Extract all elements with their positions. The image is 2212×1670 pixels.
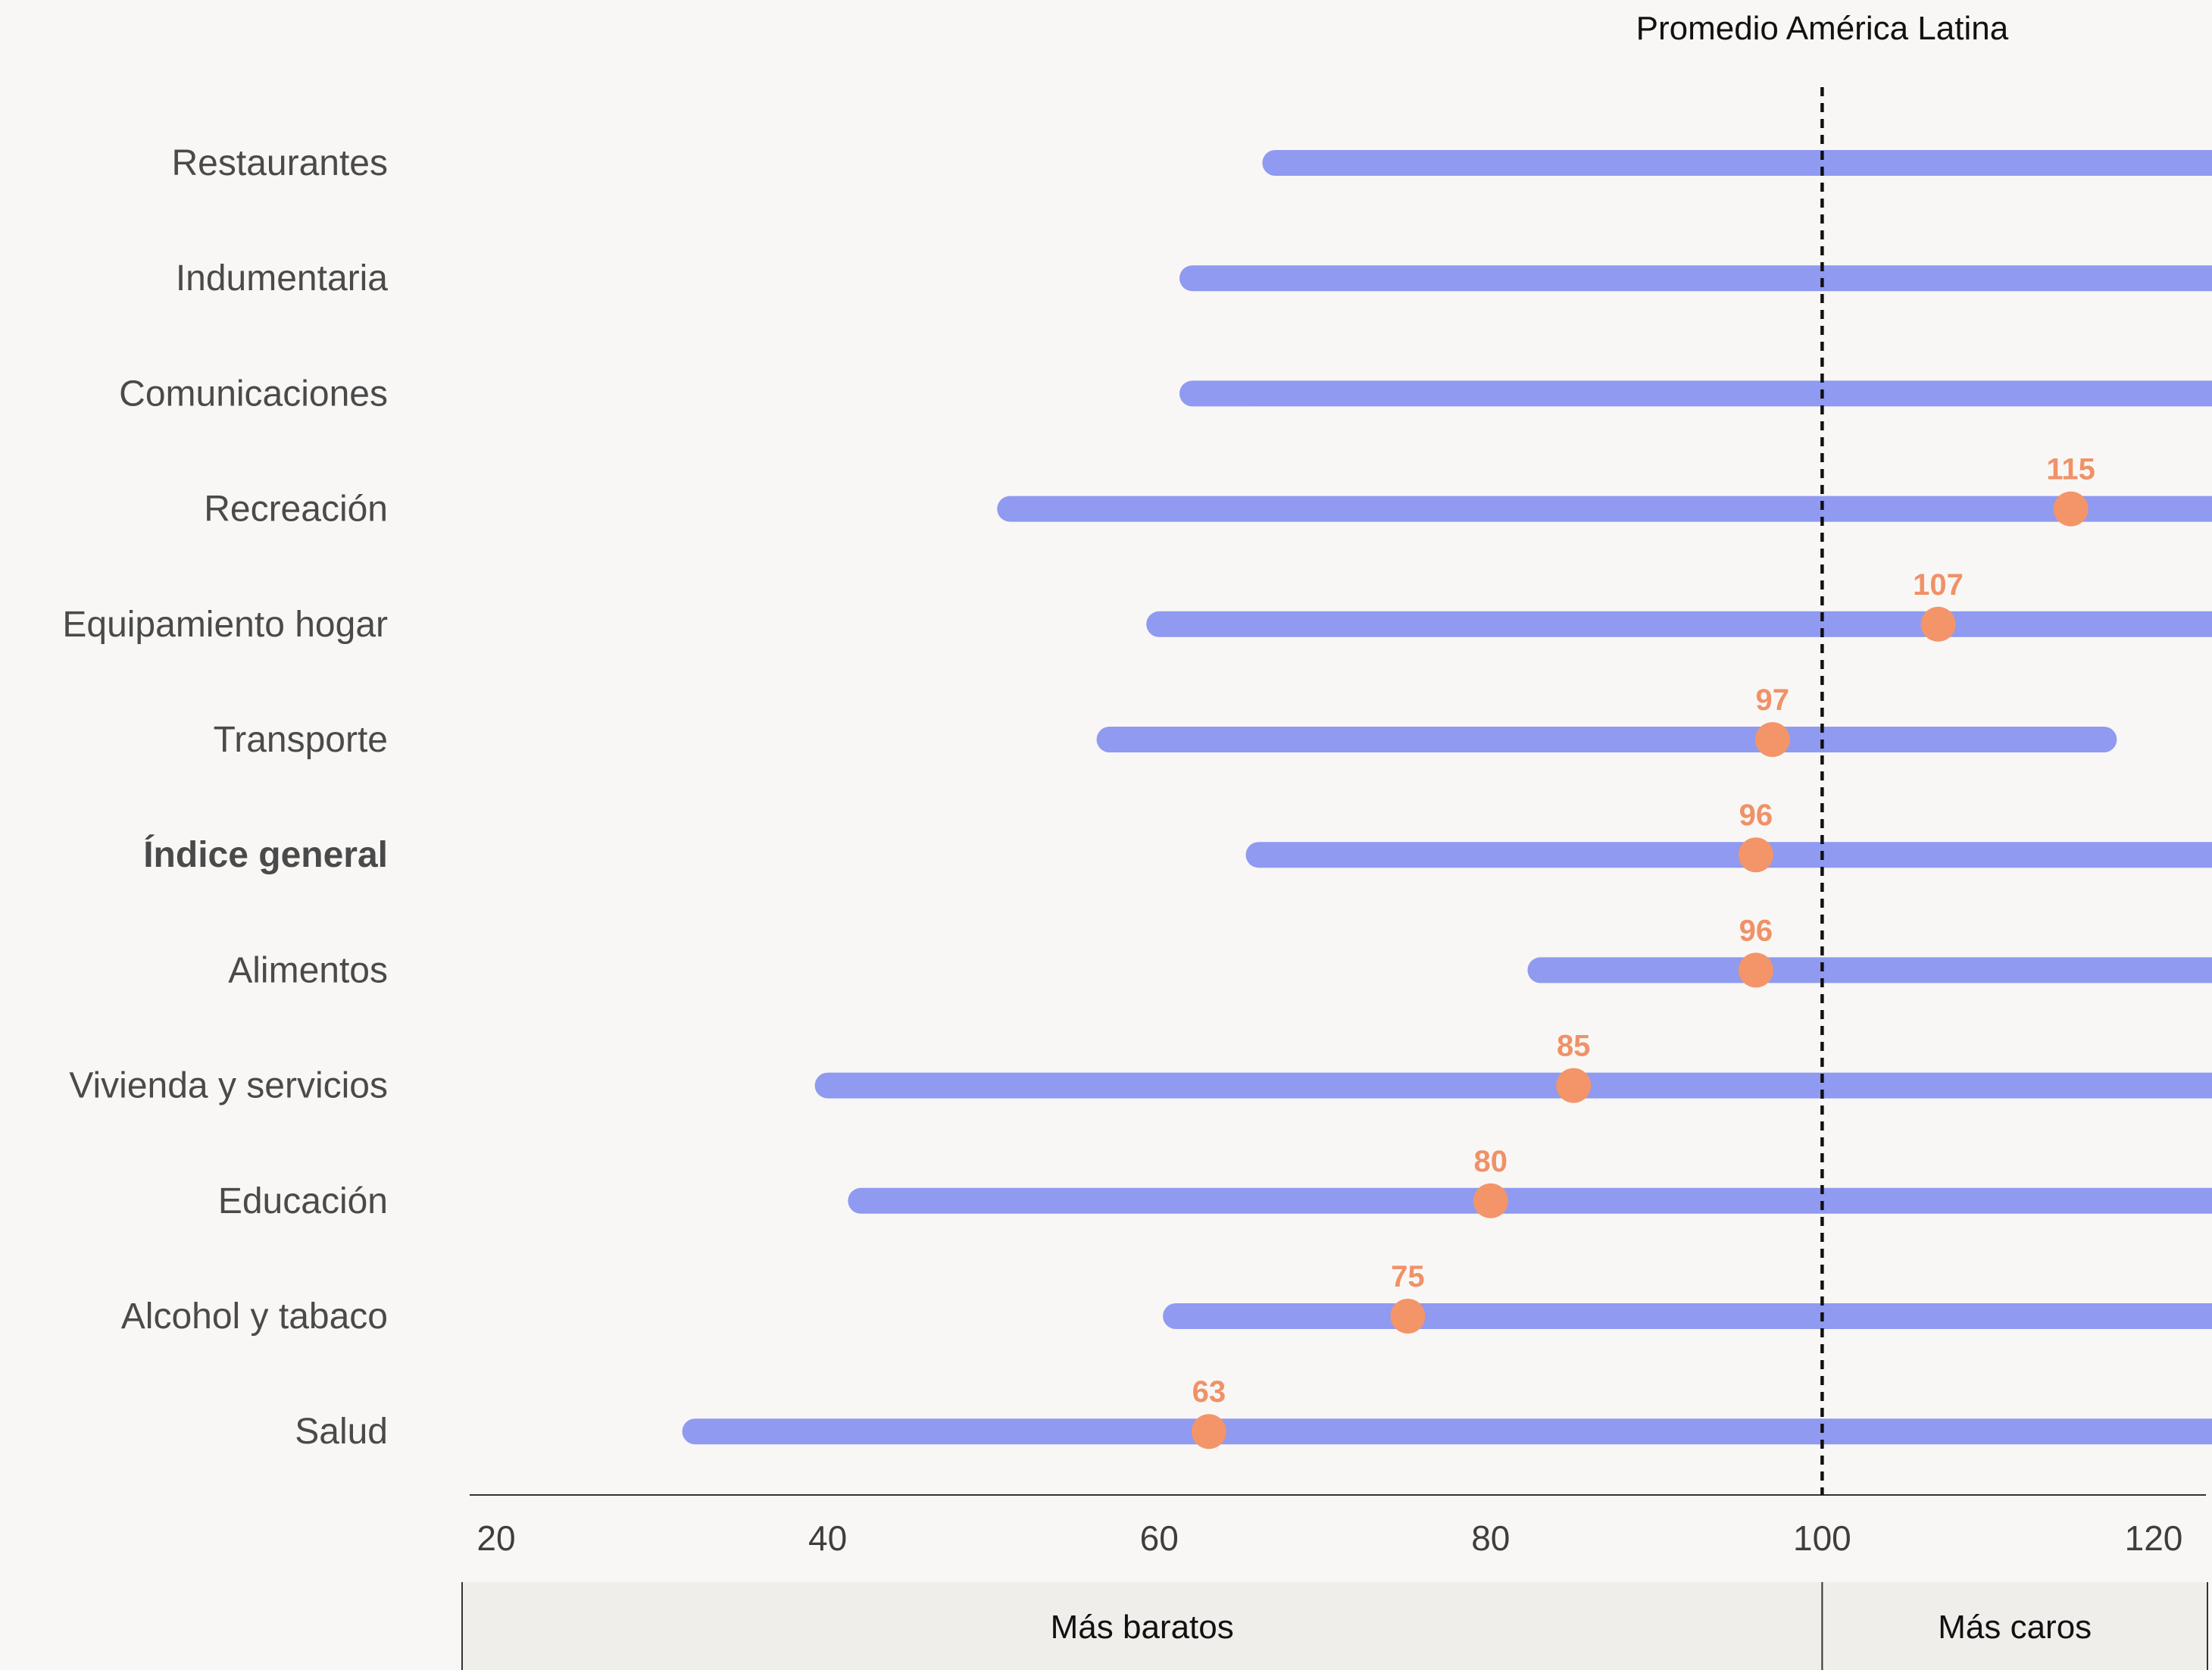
zones-band <box>462 1582 2207 1670</box>
row-alcohol-y-tabaco: Alcohol y tabaco 75 <box>121 1260 2212 1337</box>
row-equipamiento-hogar: Equipamiento hogar 107 <box>62 568 2212 645</box>
row-restaurantes: Restaurantes150 <box>172 143 2212 183</box>
category-label: Transporte <box>214 720 388 760</box>
category-label: Recreación <box>204 489 388 530</box>
value-label: 97 <box>1756 683 1790 717</box>
value-point <box>2053 491 2089 527</box>
category-label: Alimentos <box>228 950 388 990</box>
value-label: 85 <box>1557 1030 1591 1063</box>
rows-layer: Restaurantes150 Indumentaria141 Comunicaci… <box>62 143 2212 1452</box>
row-alimentos: Alimentos 96 <box>228 914 2212 990</box>
category-label: Educación <box>218 1181 388 1221</box>
value-label: 80 <box>1474 1145 1508 1178</box>
value-point <box>1390 1299 1426 1334</box>
value-point <box>1556 1068 1592 1103</box>
value-point <box>1473 1183 1508 1218</box>
zones-layer: Más baratos Más caros <box>461 1582 2208 1670</box>
zone-label-left: Más baratos <box>1051 1609 1234 1646</box>
x-tick-label: 80 <box>1471 1518 1510 1558</box>
category-label: Salud <box>295 1412 388 1452</box>
x-tick-label: 120 <box>2125 1518 2183 1558</box>
category-label: Indumentaria <box>176 258 388 299</box>
row-índice-general: Índice general 96 <box>143 799 2212 875</box>
value-point <box>1738 837 1773 873</box>
x-tick-label: 100 <box>1793 1518 1851 1558</box>
value-label: 96 <box>1739 799 1773 832</box>
value-label: 96 <box>1739 914 1773 947</box>
value-label: 63 <box>1192 1375 1226 1409</box>
x-tick-label: 40 <box>808 1518 847 1558</box>
value-point <box>1754 722 1790 757</box>
x-tick-label: 20 <box>476 1518 515 1558</box>
row-vivienda-y-servicios: Vivienda y servicios 85 <box>69 1030 2212 1106</box>
category-label: Comunicaciones <box>119 374 388 414</box>
reference-line-label: Promedio América Latina <box>1636 10 2009 47</box>
reference-layer: Promedio América Latina <box>1636 10 2009 1495</box>
value-label: 107 <box>1913 568 1964 602</box>
value-point <box>1920 606 1956 642</box>
value-point <box>1191 1414 1226 1450</box>
x-axis: 20406080100120140160180200220 <box>470 1494 2206 1558</box>
row-indumentaria: Indumentaria141 <box>176 258 2212 299</box>
row-transporte: Transporte 97 <box>214 683 2117 760</box>
category-label: Alcohol y tabaco <box>121 1296 388 1337</box>
value-point <box>1738 952 1773 988</box>
row-comunicaciones: Comunicaciones132 <box>119 374 2212 414</box>
row-recreación: Recreación 115 <box>204 453 2212 530</box>
category-label: Restaurantes <box>172 143 389 183</box>
category-label: Índice general <box>143 834 388 875</box>
value-label: 75 <box>1391 1260 1425 1293</box>
row-educación: Educación 80 <box>218 1145 2212 1221</box>
category-label: Equipamiento hogar <box>62 605 388 645</box>
zone-label-right: Más caros <box>1938 1609 2092 1646</box>
value-label: 115 <box>2046 453 2095 486</box>
x-tick-label: 60 <box>1140 1518 1179 1558</box>
category-label: Vivienda y servicios <box>69 1066 388 1106</box>
row-salud: Salud 63 <box>295 1375 2212 1452</box>
